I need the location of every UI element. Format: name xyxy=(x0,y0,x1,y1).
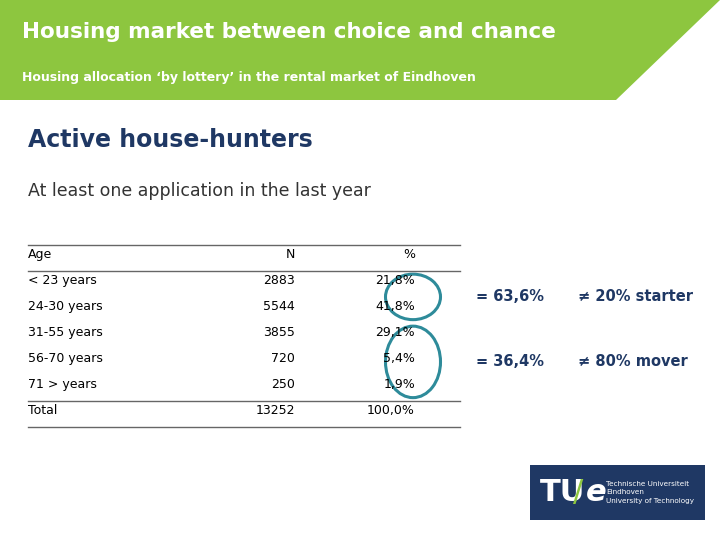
Text: 56-70 years: 56-70 years xyxy=(28,352,103,365)
Text: /: / xyxy=(573,478,583,507)
Text: 5544: 5544 xyxy=(264,300,295,313)
Text: 720: 720 xyxy=(271,352,295,365)
Text: 29,1%: 29,1% xyxy=(375,326,415,339)
Text: 2883: 2883 xyxy=(264,274,295,287)
Text: Age: Age xyxy=(28,248,53,261)
Text: Total: Total xyxy=(28,404,58,417)
Text: ≠ 20% starter: ≠ 20% starter xyxy=(578,289,693,305)
Text: 100,0%: 100,0% xyxy=(367,404,415,417)
Text: Housing allocation ‘by lottery’ in the rental market of Eindhoven: Housing allocation ‘by lottery’ in the r… xyxy=(22,71,475,84)
Text: At least one application in the last year: At least one application in the last yea… xyxy=(28,182,371,200)
Text: Technische Universiteit
Eindhoven
University of Technology: Technische Universiteit Eindhoven Univer… xyxy=(606,482,694,503)
Text: 1,9%: 1,9% xyxy=(383,378,415,391)
Text: Active house-hunters: Active house-hunters xyxy=(28,128,312,152)
Text: = 63,6%: = 63,6% xyxy=(476,289,544,305)
Text: < 23 years: < 23 years xyxy=(28,274,96,287)
Text: 21,8%: 21,8% xyxy=(375,274,415,287)
Text: %: % xyxy=(403,248,415,261)
Text: ≠ 80% mover: ≠ 80% mover xyxy=(578,354,688,369)
Text: 41,8%: 41,8% xyxy=(375,300,415,313)
Text: TU: TU xyxy=(540,478,585,507)
Text: 13252: 13252 xyxy=(256,404,295,417)
Text: 24-30 years: 24-30 years xyxy=(28,300,103,313)
Text: 3855: 3855 xyxy=(263,326,295,339)
Text: = 36,4%: = 36,4% xyxy=(476,354,544,369)
Text: N: N xyxy=(286,248,295,261)
Text: 31-55 years: 31-55 years xyxy=(28,326,103,339)
Bar xyxy=(530,465,705,520)
Text: 5,4%: 5,4% xyxy=(383,352,415,365)
Text: Housing market between choice and chance: Housing market between choice and chance xyxy=(22,22,555,42)
Text: e: e xyxy=(586,478,607,507)
Text: 250: 250 xyxy=(271,378,295,391)
Text: 71 > years: 71 > years xyxy=(28,378,97,391)
